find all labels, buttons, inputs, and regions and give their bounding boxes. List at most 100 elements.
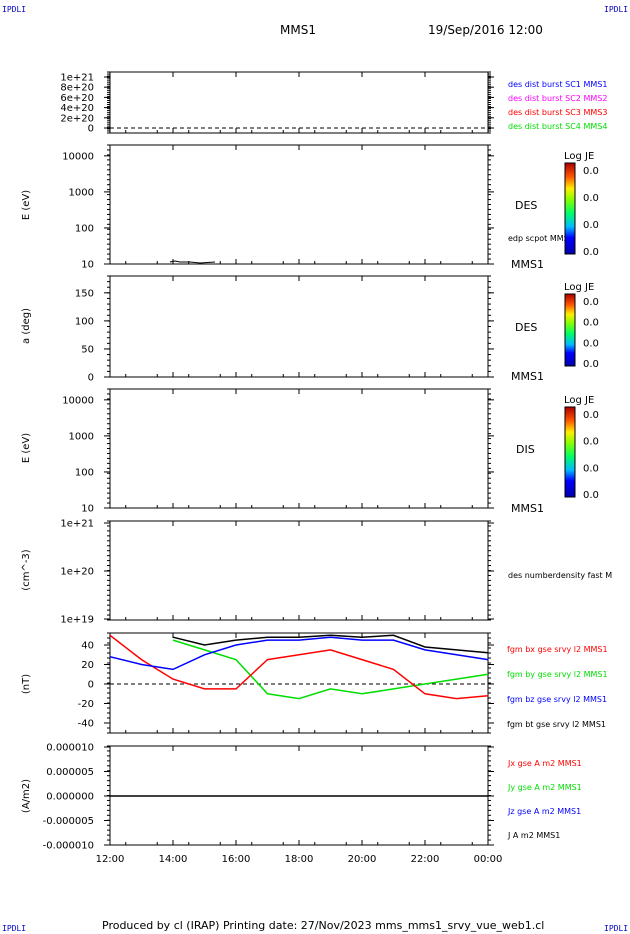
series-line-bz	[110, 636, 488, 671]
y-axis-title-4: E (eV)	[21, 433, 32, 463]
y-tick-label: 1e+20	[60, 567, 94, 578]
panel-label-dis-energy: DIS	[516, 443, 535, 456]
y-tick-label: 0.000000	[46, 792, 94, 803]
y-tick-label: 100	[75, 316, 94, 327]
colorbar-tick-label: 0.0	[583, 437, 599, 448]
legend-1: des dist burst SC1 MMS1	[508, 80, 607, 89]
y-tick-label: -0.000010	[43, 841, 94, 852]
y-tick-label: 1000	[69, 431, 94, 442]
legend-b-3: fgm bz gse srvy l2 MMS1	[507, 695, 607, 704]
y-tick-label: 100	[75, 223, 94, 234]
sat-label-2: MMS1	[511, 258, 544, 271]
colorbar-tick-label: 0.0	[583, 463, 599, 474]
y-tick-label: 2e+20	[60, 113, 94, 124]
corner-label-top-right: IPDLI	[604, 5, 629, 14]
series-line-bx	[110, 634, 488, 700]
panel-frame-5	[109, 520, 489, 621]
y-tick-label: -40	[78, 719, 94, 730]
plot-date: 19/Sep/2016 12:00	[428, 23, 543, 37]
y-tick-label: 1e+21	[60, 73, 94, 84]
legend-4: des dist burst SC4 MMS4	[508, 122, 607, 131]
x-tick-label: 20:00	[348, 854, 377, 865]
corner-label-bottom-right: IPDLI	[604, 924, 629, 933]
panel-frame-4	[109, 388, 489, 509]
colorbar-title: Log JE	[564, 395, 594, 406]
x-tick-label: 14:00	[159, 854, 188, 865]
y-tick-label: 1e+19	[60, 615, 94, 626]
series-line-bt	[172, 634, 488, 654]
corner-label-bottom-left: IPDLI	[2, 924, 27, 933]
colorbar-tick-label: 0.0	[583, 247, 599, 258]
legend-density: des numberdensity fast M	[508, 571, 612, 580]
legend-j-1: Jx gse A m2 MMS1	[507, 759, 582, 768]
y-axis-title-7: (A/m2)	[21, 779, 32, 813]
y-tick-label: 0	[88, 680, 94, 691]
series-line-by	[172, 639, 488, 700]
legend-b-2: fgm by gse srvy l2 MMS1	[507, 670, 608, 679]
colorbar-tick-label: 0.0	[583, 338, 599, 349]
colorbar-des-energy	[564, 162, 576, 255]
y-tick-label: 10000	[62, 395, 94, 406]
y-tick-label: 0.000010	[46, 743, 94, 754]
x-tick-label: 12:00	[96, 854, 125, 865]
y-axis-title-5: (cm^-3)	[21, 549, 32, 590]
y-tick-label: 0	[88, 124, 94, 135]
y-tick-label: 100	[75, 467, 94, 478]
colorbar-title: Log JE	[564, 151, 594, 162]
y-tick-label: -20	[78, 699, 94, 710]
panel-label-des-pa: DES	[515, 321, 537, 334]
panel-label-des-energy: DES	[515, 199, 537, 212]
y-axis-title-6: (nT)	[21, 674, 32, 694]
colorbar-des-pa	[564, 293, 576, 367]
y-tick-label: 10	[81, 260, 94, 271]
y-tick-label: 0.000005	[46, 767, 94, 778]
panel-frame-1	[109, 71, 489, 134]
legend-j-2: Jy gse A m2 MMS1	[507, 783, 582, 792]
sat-label-3: MMS1	[511, 370, 544, 383]
y-tick-label: 1e+21	[60, 519, 94, 530]
y-tick-label: 4e+20	[60, 103, 94, 114]
colorbar-title: Log JE	[564, 282, 594, 293]
overlay-label-scpot: edp scpot MMS1	[508, 234, 574, 243]
colorbar-tick-label: 0.0	[583, 220, 599, 231]
legend-j-4: J A m2 MMS1	[507, 831, 560, 840]
x-tick-label: 22:00	[411, 854, 440, 865]
corner-label-top-left: IPDLI	[2, 5, 27, 14]
y-tick-label: 0	[88, 373, 94, 384]
footer-credits: Produced by cl (IRAP) Printing date: 27/…	[102, 919, 545, 932]
y-axis-title-3: a (deg)	[21, 308, 32, 344]
y-tick-label: 1000	[69, 187, 94, 198]
colorbar-tick-label: 0.0	[583, 410, 599, 421]
colorbar-tick-label: 0.0	[583, 490, 599, 501]
colorbar-tick-label: 0.0	[583, 297, 599, 308]
scpot-trace	[169, 260, 216, 264]
y-tick-label: 10000	[62, 151, 94, 162]
y-tick-label: -0.000005	[43, 816, 94, 827]
legend-3: des dist burst SC3 MMS3	[508, 108, 607, 117]
x-tick-label: 18:00	[285, 854, 314, 865]
panel-frame-2	[109, 144, 489, 265]
y-axis-title-2: E (eV)	[21, 190, 32, 220]
colorbar-tick-label: 0.0	[583, 318, 599, 329]
page-title: MMS1	[280, 23, 316, 37]
y-tick-label: 50	[81, 344, 94, 355]
legend-j-3: Jz gse A m2 MMS1	[507, 807, 581, 816]
legend-2: des dist burst SC2 MMS2	[508, 94, 607, 103]
panel-frame-3	[109, 275, 489, 378]
colorbar-dis-energy	[564, 406, 576, 498]
colorbar-tick-label: 0.0	[583, 193, 599, 204]
sat-label-4: MMS1	[511, 502, 544, 515]
colorbar-tick-label: 0.0	[583, 166, 599, 177]
x-tick-label: 00:00	[474, 854, 503, 865]
y-tick-label: 20	[81, 660, 94, 671]
y-tick-label: 40	[81, 641, 94, 652]
x-tick-label: 16:00	[222, 854, 251, 865]
y-tick-label: 8e+20	[60, 83, 94, 94]
y-tick-label: 150	[75, 288, 94, 299]
legend-b-4: fgm bt gse srvy l2 MMS1	[507, 720, 606, 729]
y-tick-label: 6e+20	[60, 93, 94, 104]
y-tick-label: 10	[81, 504, 94, 515]
legend-b-1: fgm bx gse srvy l2 MMS1	[507, 645, 608, 654]
colorbar-tick-label: 0.0	[583, 359, 599, 370]
